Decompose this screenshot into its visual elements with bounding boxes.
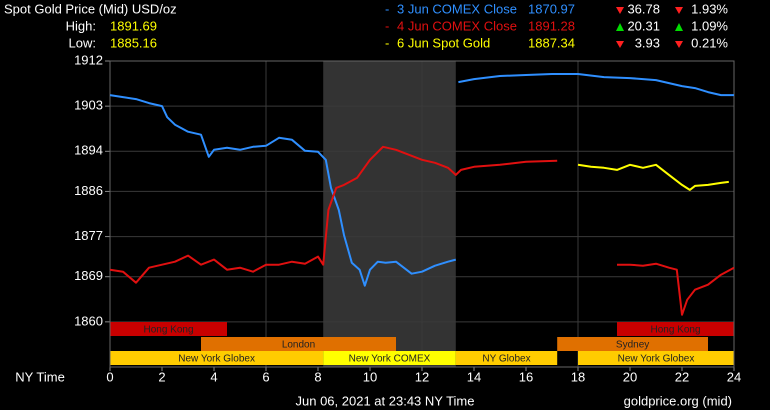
session-bar	[578, 351, 734, 365]
source: goldprice.org (mid)	[624, 393, 732, 408]
x-tick-label: 10	[363, 369, 377, 384]
high-value: 1891.69	[110, 18, 157, 33]
session-bar	[110, 351, 324, 365]
price-line	[577, 163, 729, 191]
legend-last: 1887.34	[528, 35, 575, 50]
session-bar	[323, 351, 456, 365]
session-bar	[201, 337, 396, 351]
legend-change: 36.78	[627, 1, 660, 16]
legend-change-pct: 1.09%	[691, 18, 728, 33]
x-tick-label: 16	[519, 369, 533, 384]
y-tick-label: 1894	[74, 143, 103, 158]
price-line	[109, 73, 734, 287]
chart-title: Spot Gold Price (Mid) USD/oz	[4, 1, 177, 16]
session-label: New York COMEX	[349, 354, 431, 365]
x-tick-label: 12	[415, 369, 429, 384]
arrow-down	[616, 41, 624, 48]
y-tick-label: 1912	[74, 52, 103, 67]
session-label: London	[282, 340, 315, 351]
legend-dash: -	[385, 18, 389, 33]
price-line	[109, 145, 735, 316]
x-tick-label: 8	[314, 369, 321, 384]
session-bar	[557, 337, 708, 351]
legend-change: 20.31	[627, 18, 660, 33]
legend-name: 4 Jun COMEX Close	[397, 18, 517, 33]
x-tick-label: 18	[571, 369, 585, 384]
legend-name: 6 Jun Spot Gold	[397, 35, 490, 50]
arrow-down	[675, 7, 683, 14]
x-tick-label: 6	[262, 369, 269, 384]
y-tick-label: 1877	[74, 228, 103, 243]
session-label: Hong Kong	[650, 325, 700, 336]
x-tick-label: 4	[210, 369, 217, 384]
low-label: Low:	[69, 35, 96, 50]
legend-dash: -	[385, 35, 389, 50]
session-bar	[110, 322, 227, 336]
x-axis-label: NY Time	[15, 369, 65, 384]
y-tick-label: 1903	[74, 98, 103, 113]
y-tick-label: 1886	[74, 183, 103, 198]
session-label: New York Globex	[618, 354, 695, 365]
arrow-down	[675, 41, 683, 48]
x-tick-label: 22	[675, 369, 689, 384]
session-label: NY Globex	[482, 354, 530, 365]
legend-last: 1870.97	[528, 1, 575, 16]
legend-change: 3.93	[635, 35, 660, 50]
x-tick-label: 24	[727, 369, 741, 384]
legend-change-pct: 0.21%	[691, 35, 728, 50]
x-tick-label: 20	[623, 369, 637, 384]
x-tick-label: 2	[158, 369, 165, 384]
x-tick-label: 0	[106, 369, 113, 384]
plot-frame	[109, 60, 735, 368]
footer: Jun 06, 2021 at 23:43 NY Time	[296, 393, 475, 408]
legend-dash: -	[385, 1, 389, 16]
session-label: Hong Kong	[143, 325, 193, 336]
legend-name: 3 Jun COMEX Close	[397, 1, 517, 16]
x-tick-label: 14	[467, 369, 481, 384]
session-label: Sydney	[616, 340, 649, 351]
legend-last: 1891.28	[528, 18, 575, 33]
arrow-up	[675, 23, 683, 31]
session-bar	[455, 351, 558, 365]
arrow-down	[616, 7, 624, 14]
low-value: 1885.16	[110, 35, 157, 50]
shaded-session	[323, 61, 456, 367]
y-tick-label: 1869	[74, 268, 103, 283]
session-label: New York Globex	[178, 354, 255, 365]
y-tick-label: 1860	[74, 313, 103, 328]
arrow-up	[616, 23, 624, 31]
high-label: High:	[66, 18, 96, 33]
legend-change-pct: 1.93%	[691, 1, 728, 16]
session-bar	[617, 322, 734, 336]
